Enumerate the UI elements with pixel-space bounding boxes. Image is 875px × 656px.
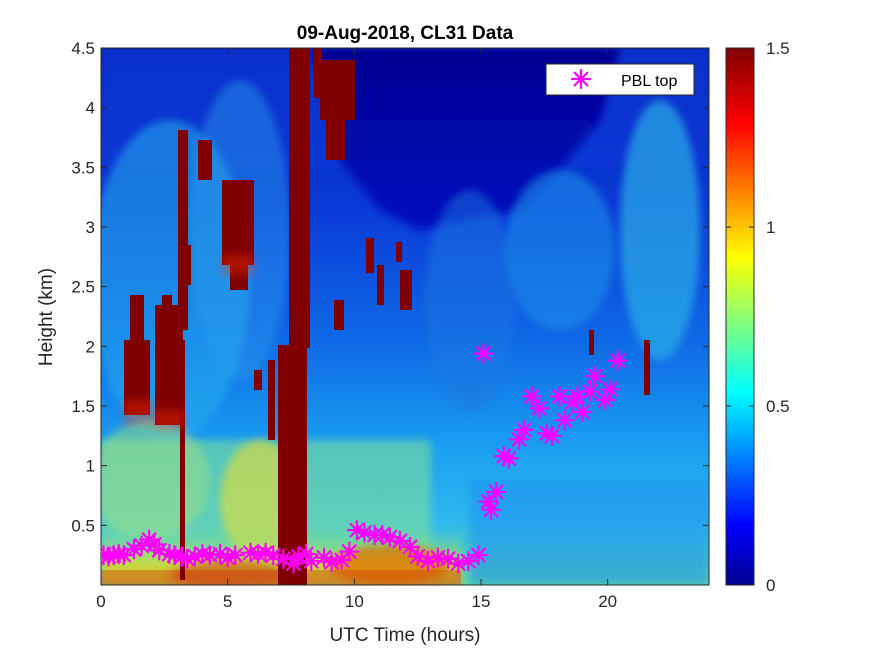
colorbar-tick-label: 1.5 [766, 39, 790, 58]
colorbar-gradient [725, 47, 755, 586]
pbl-top-marker [554, 410, 575, 431]
pbl-top-marker [301, 551, 322, 572]
y-tick-label: 1 [86, 457, 95, 476]
x-tick-label: 0 [96, 592, 105, 611]
legend-entry-pbl-top: PBL top [621, 73, 677, 90]
legend-box [545, 63, 695, 96]
pbl-top-marker [468, 545, 489, 566]
x-tick-label: 20 [598, 592, 617, 611]
pbl-top-marker [584, 366, 606, 387]
colorbar-tick-label: 0.5 [766, 397, 790, 416]
pbl-top-marker [473, 343, 494, 364]
colorbar-tick-label: 0 [766, 576, 775, 595]
y-axis: 0.5 1 1.5 2 2.5 3 3.5 4 4.5 [71, 39, 709, 535]
pbl-top-marker [513, 419, 535, 440]
y-axis-label: Height (km) [36, 268, 57, 366]
x-tick-label: 5 [223, 592, 232, 611]
colorbar: 0 0.5 1 1.5 [725, 39, 790, 595]
pbl-top-marker [567, 386, 588, 407]
y-tick-label: 2.5 [71, 278, 95, 297]
pbl-top-marker [600, 379, 621, 400]
pbl-top-marker [579, 381, 601, 402]
y-tick-label: 3.5 [71, 158, 95, 177]
x-tick-label: 15 [472, 592, 491, 611]
x-axis: 0 5 10 15 20 [96, 48, 617, 611]
pbl-top-marker [131, 535, 152, 556]
colorbar-tick-label: 1 [766, 218, 775, 237]
pbl-top-marker [529, 398, 550, 419]
pbl-top-marker [399, 536, 421, 557]
pbl-top-series [101, 343, 628, 574]
pbl-top-marker [225, 545, 246, 566]
pbl-top-marker [541, 425, 563, 446]
legend: PBL top [545, 63, 695, 96]
legend-marker-pbl-top [570, 68, 592, 90]
chart-title: 09-Aug-2018, CL31 Data [297, 23, 514, 44]
pbl-top-marker [486, 481, 507, 503]
y-tick-label: 1.5 [71, 397, 95, 416]
pbl-top-marker [521, 386, 542, 407]
x-axis-label: UTC Time (hours) [330, 625, 481, 646]
colorbar-ticks: 0 0.5 1 1.5 [726, 39, 790, 595]
pbl-top-marker [607, 350, 628, 371]
legend-asterisk-icon [570, 68, 592, 90]
pbl-top-marker [481, 499, 502, 520]
pbl-top-marker [458, 551, 479, 572]
backscatter-heatmap [101, 48, 709, 585]
plot-area-frame [100, 47, 710, 586]
y-tick-label: 2 [86, 337, 95, 356]
y-tick-label: 4 [86, 99, 95, 118]
y-tick-label: 3 [86, 218, 95, 237]
pbl-top-marker [339, 541, 360, 562]
pbl-top-marker [508, 429, 530, 450]
pbl-top-marker [313, 547, 335, 568]
x-tick-label: 10 [345, 592, 364, 611]
y-tick-label: 4.5 [71, 39, 95, 58]
pbl-top-marker [113, 545, 134, 566]
pbl-top-marker [498, 448, 519, 469]
y-tick-label: 0.5 [71, 516, 95, 535]
pbl-top-marker [572, 401, 593, 423]
pbl-top-marker [123, 539, 145, 560]
pbl-top-marker [389, 530, 411, 551]
